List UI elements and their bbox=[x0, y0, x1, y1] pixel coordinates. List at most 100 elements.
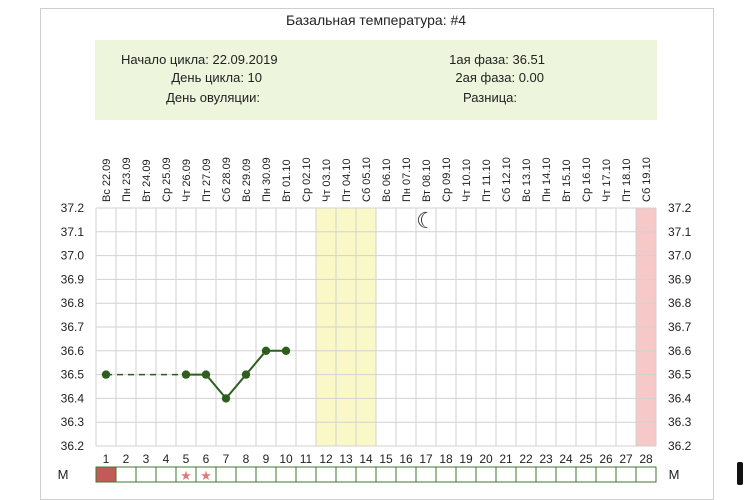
x-date-label: Чт 03.10 bbox=[321, 159, 333, 202]
series-line-segment bbox=[225, 373, 247, 400]
day-number-label: 13 bbox=[339, 452, 353, 466]
menstruation-cell[interactable] bbox=[295, 466, 317, 483]
menstruation-cell[interactable] bbox=[615, 466, 637, 483]
menstruation-cell[interactable] bbox=[515, 466, 537, 483]
cycle-info-panel: Начало цикла: 22.09.2019 День цикла: 10 … bbox=[95, 40, 657, 120]
y-tick-label-left: 36.8 bbox=[61, 296, 85, 310]
y-tick-label-right: 37.0 bbox=[668, 249, 692, 263]
y-tick-label-left: 36.2 bbox=[61, 439, 85, 453]
x-date-label: Пт 27.09 bbox=[201, 158, 213, 202]
x-date-label: Сб 12.10 bbox=[501, 157, 513, 202]
menstruation-cell[interactable] bbox=[635, 466, 657, 483]
menstruation-cell[interactable] bbox=[135, 466, 157, 483]
y-tick-label-right: 37.2 bbox=[668, 201, 692, 215]
y-tick-label-right: 36.7 bbox=[668, 320, 692, 334]
day-number-label: 5 bbox=[183, 452, 190, 466]
y-tick-label-right: 36.2 bbox=[668, 439, 692, 453]
x-date-label: Вс 13.10 bbox=[521, 159, 533, 202]
day-number-label: 16 bbox=[399, 452, 413, 466]
day-number-label: 11 bbox=[300, 452, 313, 466]
data-point bbox=[241, 370, 251, 379]
menstruation-cell[interactable] bbox=[155, 466, 177, 483]
scrollbar-handle[interactable] bbox=[737, 462, 743, 485]
cycle-start: Начало цикла: 22.09.2019 bbox=[121, 52, 278, 67]
data-point bbox=[181, 370, 191, 379]
x-date-label: Чт 26.09 bbox=[181, 159, 193, 202]
menstruation-label-left: М bbox=[58, 467, 69, 482]
y-tick-label-right: 36.9 bbox=[668, 272, 692, 286]
menstruation-cell[interactable] bbox=[415, 466, 437, 483]
menstruation-cell[interactable] bbox=[595, 466, 617, 483]
x-date-label: Сб 05.10 bbox=[361, 157, 373, 202]
y-tick-label-right: 36.8 bbox=[668, 296, 692, 310]
x-date-label: Чт 10.10 bbox=[461, 159, 473, 202]
menstruation-cell[interactable] bbox=[335, 466, 357, 483]
day-number-label: 22 bbox=[519, 452, 533, 466]
data-point bbox=[221, 394, 231, 403]
menstruation-cell[interactable] bbox=[455, 466, 477, 483]
x-date-label: Вт 24.09 bbox=[141, 159, 153, 202]
data-point bbox=[201, 370, 211, 379]
y-tick-label-left: 37.2 bbox=[61, 201, 85, 215]
menstruation-cell[interactable] bbox=[255, 466, 277, 483]
y-tick-label-right: 36.4 bbox=[668, 391, 692, 405]
menstruation-cell[interactable] bbox=[95, 466, 117, 483]
x-date-label: Пт 04.10 bbox=[341, 158, 353, 202]
menstruation-cell[interactable] bbox=[275, 466, 297, 483]
y-tick-label-right: 36.3 bbox=[668, 415, 692, 429]
day-number-label: 23 bbox=[539, 452, 553, 466]
menstruation-cell[interactable] bbox=[475, 466, 497, 483]
day-number-label: 2 bbox=[123, 452, 130, 466]
series-line-segment bbox=[205, 373, 227, 400]
menstruation-cell[interactable] bbox=[555, 466, 577, 483]
day-number-label: 15 bbox=[379, 452, 393, 466]
cycle-day: День цикла: 10 bbox=[171, 70, 262, 85]
y-tick-label-left: 36.4 bbox=[61, 391, 85, 405]
day-number-label: 28 bbox=[639, 452, 653, 466]
menstruation-cell[interactable] bbox=[315, 466, 337, 483]
star-icon: ★ bbox=[180, 469, 192, 484]
x-date-label: Чт 17.10 bbox=[601, 159, 613, 202]
day-number-label: 19 bbox=[459, 452, 473, 466]
y-tick-label-left: 36.5 bbox=[61, 368, 85, 382]
day-number-label: 21 bbox=[499, 452, 513, 466]
menstruation-cell[interactable] bbox=[235, 466, 257, 483]
chart-title: Базальная температура: #4 bbox=[285, 12, 467, 28]
menstruation-cell[interactable] bbox=[215, 466, 237, 483]
menstruation-cell[interactable] bbox=[355, 466, 377, 483]
menstruation-cell[interactable] bbox=[495, 466, 517, 483]
x-date-label: Пн 14.10 bbox=[541, 157, 553, 202]
x-date-label: Вт 15.10 bbox=[561, 159, 573, 202]
x-date-label: Пн 30.09 bbox=[261, 157, 273, 202]
day-number-label: 27 bbox=[619, 452, 633, 466]
day-number-label: 17 bbox=[419, 452, 433, 466]
y-tick-label-left: 37.1 bbox=[61, 225, 85, 239]
menstruation-cell[interactable] bbox=[115, 466, 137, 483]
day-number-label: 12 bbox=[319, 452, 333, 466]
menstruation-cell[interactable] bbox=[575, 466, 597, 483]
x-date-label: Пн 23.09 bbox=[121, 157, 133, 202]
data-point bbox=[261, 346, 271, 355]
y-tick-label-right: 36.6 bbox=[668, 344, 692, 358]
menstruation-cell[interactable] bbox=[435, 466, 457, 483]
x-date-label: Ср 16.10 bbox=[581, 157, 593, 202]
y-tick-label-right: 37.1 bbox=[668, 225, 692, 239]
menstruation-cell[interactable] bbox=[395, 466, 417, 483]
x-date-label: Пт 18.10 bbox=[621, 158, 633, 202]
x-date-label: Вс 06.10 bbox=[381, 159, 393, 202]
menstruation-label-right: М bbox=[669, 467, 680, 482]
day-number-label: 6 bbox=[203, 452, 210, 466]
difference: Разница: bbox=[462, 90, 517, 105]
menstruation-cell[interactable] bbox=[535, 466, 557, 483]
x-date-label: Ср 02.10 bbox=[301, 157, 313, 202]
bbt-chart: 37.2 37.2 37.1 37.1 37.0 37.0 36.9 36.9 36.8 36.8… bbox=[58, 157, 692, 484]
ovulation-day: День овуляции: bbox=[166, 90, 260, 105]
series-line-segment bbox=[245, 350, 267, 376]
x-date-label: Сб 19.10 bbox=[641, 157, 653, 202]
day-number-label: 24 bbox=[559, 452, 573, 466]
moon-icon: ☾ bbox=[416, 209, 436, 234]
y-tick-label-left: 36.7 bbox=[61, 320, 85, 334]
day-number-label: 7 bbox=[223, 452, 230, 466]
menstruation-cell[interactable] bbox=[375, 466, 397, 483]
day-number-label: 26 bbox=[599, 452, 613, 466]
